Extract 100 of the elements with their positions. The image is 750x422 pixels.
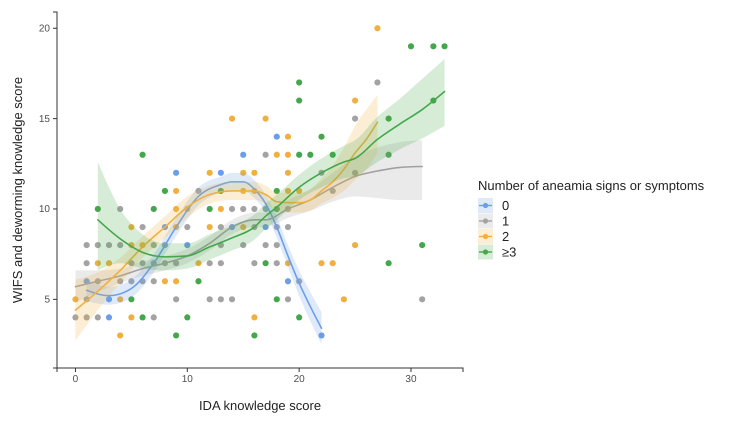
point — [184, 224, 190, 230]
point — [218, 170, 224, 176]
point — [184, 242, 190, 248]
point — [386, 116, 392, 122]
point — [94, 260, 101, 266]
line-series — [74, 166, 423, 288]
point — [173, 170, 180, 176]
point — [340, 296, 347, 302]
x-tick-label: 20 — [294, 374, 306, 386]
point — [284, 296, 292, 302]
point — [262, 242, 269, 248]
point — [274, 242, 280, 248]
point — [284, 134, 292, 140]
point — [218, 260, 224, 266]
x-tick-label: 10 — [182, 374, 194, 386]
point — [139, 224, 146, 230]
line-series — [74, 121, 378, 311]
point — [352, 116, 358, 122]
point — [206, 224, 213, 230]
x-axis-title: IDA knowledge score — [198, 398, 322, 413]
y-tick-label: 15 — [38, 114, 50, 125]
point — [94, 206, 101, 212]
point — [195, 188, 202, 194]
point — [330, 260, 336, 266]
point — [150, 242, 157, 248]
point — [284, 152, 292, 158]
point — [139, 314, 146, 320]
point — [251, 260, 258, 266]
point — [218, 224, 224, 230]
point — [218, 296, 224, 302]
point — [128, 224, 134, 230]
point — [318, 332, 325, 339]
point — [173, 296, 180, 302]
legend-label: 1 — [502, 214, 510, 228]
y-tick-label: 5 — [44, 294, 50, 306]
legend-label: ≥3 — [502, 244, 516, 260]
point — [441, 43, 448, 50]
point — [139, 152, 146, 158]
x-tick-label: 0 — [72, 374, 79, 386]
point — [284, 278, 292, 284]
point — [274, 134, 280, 140]
point — [106, 296, 112, 302]
point — [206, 296, 213, 302]
point — [262, 116, 269, 122]
point — [206, 206, 213, 212]
point — [330, 152, 336, 158]
point — [262, 260, 269, 266]
point — [106, 314, 112, 320]
point — [251, 314, 258, 320]
point — [419, 296, 426, 302]
point — [84, 314, 90, 320]
point — [240, 170, 246, 176]
point — [408, 43, 414, 50]
point — [240, 224, 246, 230]
point — [228, 116, 236, 122]
point — [307, 152, 314, 158]
x-tick-label: 30 — [405, 374, 417, 386]
point — [106, 242, 112, 248]
point — [284, 188, 292, 194]
point — [228, 206, 236, 212]
point — [386, 260, 392, 266]
point — [352, 97, 358, 104]
point — [184, 314, 190, 320]
point — [84, 242, 90, 248]
point — [173, 332, 180, 339]
point — [374, 25, 381, 32]
point — [352, 242, 358, 248]
point — [206, 170, 213, 176]
point — [117, 332, 124, 339]
point — [195, 278, 202, 284]
point — [195, 260, 202, 266]
point — [274, 188, 280, 194]
point — [94, 314, 101, 320]
point — [128, 278, 134, 284]
point — [240, 152, 246, 158]
legend-label: 0 — [502, 198, 510, 213]
point — [318, 260, 325, 266]
legend-label: 2 — [502, 229, 510, 244]
point — [251, 332, 258, 339]
point — [296, 152, 302, 158]
legend-title: Number of aneamia signs or symptoms — [478, 178, 705, 193]
point — [72, 296, 79, 302]
point — [251, 170, 258, 176]
point — [262, 224, 269, 230]
point — [150, 278, 157, 284]
point — [274, 260, 280, 266]
point — [173, 206, 180, 212]
point — [173, 188, 180, 194]
point — [274, 152, 280, 158]
point — [162, 278, 168, 284]
point — [117, 278, 124, 284]
y-axis-title: WIFS and deworming knowledge score — [10, 76, 25, 304]
point — [162, 188, 168, 194]
point — [386, 152, 392, 158]
point — [419, 242, 426, 248]
point — [251, 206, 258, 212]
point — [240, 242, 246, 248]
point — [128, 296, 134, 302]
point — [284, 170, 292, 176]
point — [117, 296, 124, 302]
